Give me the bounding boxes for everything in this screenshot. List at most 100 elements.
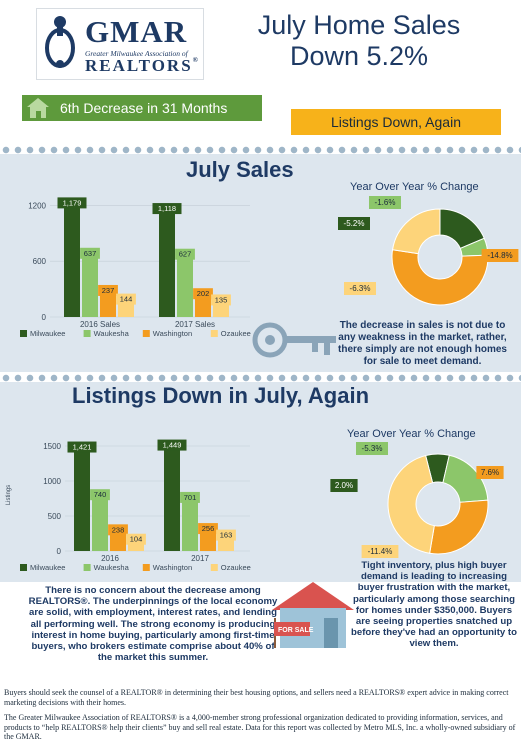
legend-swatch-milwaukee: [20, 564, 27, 571]
bar-washington-0: [110, 534, 126, 551]
legend-label-washington: Washington: [153, 563, 192, 572]
listings-callout-right: Tight inventory, plus high buyer demand …: [351, 560, 517, 650]
slice-label: -1.6%: [375, 198, 396, 207]
data-label: 701: [184, 493, 197, 502]
data-label: 202: [197, 289, 210, 298]
slice-label-bg: [369, 196, 401, 209]
section-divider: [0, 146, 521, 154]
y-axis-label: Listings: [6, 485, 12, 505]
legend-label-milwaukee: Milwaukee: [30, 563, 65, 572]
house-icon: [27, 98, 49, 118]
data-label: 637: [84, 249, 97, 258]
legend-label-waukesha: Waukesha: [94, 329, 130, 338]
x-tick-label: 2017 Sales: [175, 320, 215, 329]
bar-ozaukee-1: [218, 539, 234, 551]
slice-label: 7.6%: [481, 468, 499, 477]
data-label-bg: [116, 293, 136, 305]
data-label-bg: [90, 489, 110, 501]
slice-label-bg: [344, 282, 376, 295]
slice-label-bg: [330, 479, 358, 492]
page-title: July Home Sales Down 5.2%: [257, 10, 461, 71]
data-label-bg: [193, 288, 213, 300]
y-tick-label: 0: [57, 547, 62, 556]
banner-listings: [291, 109, 501, 135]
slice-label: -14.8%: [487, 251, 512, 260]
slice-ozaukee: [387, 454, 435, 554]
sales-bar-chart: 0 600 1200 1,179 637 237 144 2016 Sales 1,118 627…: [20, 197, 251, 338]
bar-washington-1: [195, 298, 211, 317]
bar-waukesha-0: [82, 257, 98, 317]
data-label-bg: [175, 248, 195, 260]
y-tick-label: 0: [42, 313, 47, 322]
listings-callout-left: There is no concern about the decrease a…: [28, 585, 278, 664]
data-label: 1,449: [163, 441, 182, 450]
slice-label-bg: [476, 466, 504, 479]
data-label: 144: [120, 295, 133, 304]
sales-pie-title: Year Over Year % Change: [350, 181, 479, 193]
slice-label-bg: [356, 442, 388, 455]
data-label-bg: [126, 533, 146, 545]
legend-swatch-washington: [142, 330, 150, 337]
bar-washington-0: [100, 294, 116, 317]
legend-label-washington: Washington: [153, 329, 192, 338]
key-icon: [252, 322, 336, 358]
banner-decrease-text: 6th Decrease in 31 Months: [60, 100, 228, 116]
sales-pie-chart: -5.2% -1.6% -14.8% -6.3%: [338, 196, 519, 306]
data-label: 740: [94, 490, 107, 499]
y-tick-label: 600: [33, 257, 47, 266]
data-label-bg: [152, 203, 182, 215]
slice-label: 2.0%: [335, 481, 353, 490]
slice-label: -11.4%: [368, 547, 393, 556]
bar-waukesha-0: [92, 499, 108, 551]
slice-label-bg: [338, 217, 370, 230]
listings-bar-chart: 0 500 1000 1500 Listings 1,421 740 238 104 2016 1,…: [6, 439, 251, 572]
slice-washington: [391, 249, 489, 306]
x-tick-label: 2016 Sales: [80, 320, 120, 329]
data-label-bg: [80, 247, 100, 259]
legend-label-waukesha: Waukesha: [94, 563, 130, 572]
bar-milwaukee-1: [159, 213, 175, 317]
y-tick-label: 1500: [43, 442, 61, 451]
data-label-bg: [198, 523, 218, 535]
data-label: 1,421: [73, 443, 92, 452]
listings-pie-chart: 2.0% -5.3% 7.6% -11.4%: [330, 442, 504, 558]
data-label: 1,118: [158, 204, 176, 213]
footer-note: Buyers should seek the counsel of a REAL…: [4, 688, 509, 707]
banner-listings-text: Listings Down, Again: [331, 114, 461, 130]
data-label-bg: [67, 441, 97, 453]
logo-realtors-text: REALTORS®: [85, 56, 200, 75]
y-tick-label: 1200: [28, 201, 46, 210]
house-for-sale-icon: [272, 582, 354, 648]
slice-label: -5.3%: [362, 444, 383, 453]
legend-swatch-ozaukee: [210, 330, 218, 337]
legend-swatch-washington: [142, 564, 150, 571]
bar-ozaukee-0: [118, 303, 134, 317]
slice-label-bg: [481, 249, 519, 262]
data-label: 163: [220, 531, 233, 540]
bar-waukesha-1: [177, 258, 193, 317]
data-label-bg: [108, 524, 128, 536]
data-label: 238: [112, 525, 125, 534]
data-label: 237: [102, 286, 115, 295]
data-label: 135: [215, 295, 228, 304]
data-label: 627: [179, 250, 192, 259]
legend-swatch-waukesha: [83, 564, 91, 571]
data-label: 1,179: [63, 198, 82, 207]
legend-swatch-milwaukee: [20, 330, 27, 337]
logo-association-text: Greater Milwaukee Association of: [85, 49, 188, 58]
data-label: 104: [130, 535, 143, 544]
for-sale-sign: FOR SALE: [278, 627, 314, 634]
bar-milwaukee-0: [74, 451, 90, 551]
legend-label-ozaukee: Ozaukee: [221, 329, 251, 338]
x-tick-label: 2017: [191, 554, 209, 563]
data-label-bg: [57, 197, 87, 209]
logo-name: GMAR: [85, 14, 188, 49]
banner-decrease: [22, 95, 262, 121]
data-label-bg: [157, 439, 187, 451]
bar-waukesha-1: [182, 501, 198, 551]
legend-label-ozaukee: Ozaukee: [221, 563, 251, 572]
legend-label-milwaukee: Milwaukee: [30, 329, 65, 338]
slice-label: -6.3%: [350, 284, 371, 293]
slice-label: -5.2%: [344, 219, 365, 228]
footer-about: The Greater Milwaukee Association of REA…: [4, 713, 516, 741]
